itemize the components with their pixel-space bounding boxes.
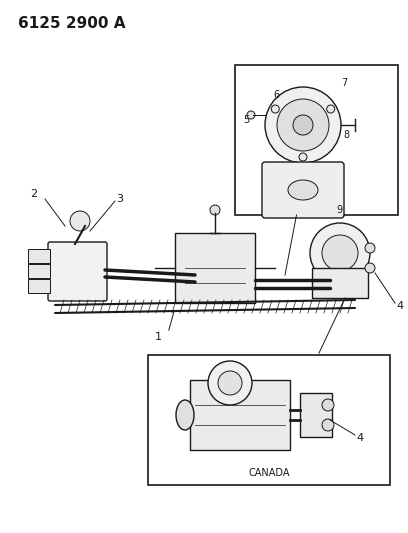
Text: 4: 4 <box>396 301 403 311</box>
Bar <box>190 380 290 450</box>
Bar <box>175 233 255 303</box>
Circle shape <box>322 399 334 411</box>
Text: 8: 8 <box>343 130 349 140</box>
Circle shape <box>265 87 341 163</box>
Bar <box>28 279 50 293</box>
Circle shape <box>247 111 255 119</box>
Ellipse shape <box>176 400 194 430</box>
Bar <box>28 249 50 263</box>
Circle shape <box>322 419 334 431</box>
Text: 3: 3 <box>116 194 123 204</box>
FancyBboxPatch shape <box>48 242 107 301</box>
Bar <box>235 65 398 215</box>
Bar <box>148 355 390 485</box>
Circle shape <box>365 263 375 273</box>
Circle shape <box>271 105 279 113</box>
Ellipse shape <box>288 180 318 200</box>
Text: 2: 2 <box>30 189 37 199</box>
Bar <box>28 264 50 278</box>
Text: 7: 7 <box>341 78 347 88</box>
Text: 1: 1 <box>155 332 162 342</box>
Circle shape <box>70 211 90 231</box>
Text: CANADA: CANADA <box>248 468 290 478</box>
Bar <box>300 393 332 437</box>
Circle shape <box>293 115 313 135</box>
Bar <box>312 268 368 298</box>
Text: 4: 4 <box>356 433 363 443</box>
Circle shape <box>322 235 358 271</box>
Circle shape <box>327 105 335 113</box>
Circle shape <box>310 223 370 283</box>
Text: 6: 6 <box>273 90 279 100</box>
Text: 9: 9 <box>336 205 342 215</box>
Circle shape <box>299 153 307 161</box>
Circle shape <box>277 99 329 151</box>
FancyBboxPatch shape <box>262 162 344 218</box>
Text: 6125 2900 A: 6125 2900 A <box>18 15 126 30</box>
Circle shape <box>218 371 242 395</box>
Circle shape <box>365 243 375 253</box>
Circle shape <box>208 361 252 405</box>
Text: 5: 5 <box>243 115 249 125</box>
Circle shape <box>210 205 220 215</box>
